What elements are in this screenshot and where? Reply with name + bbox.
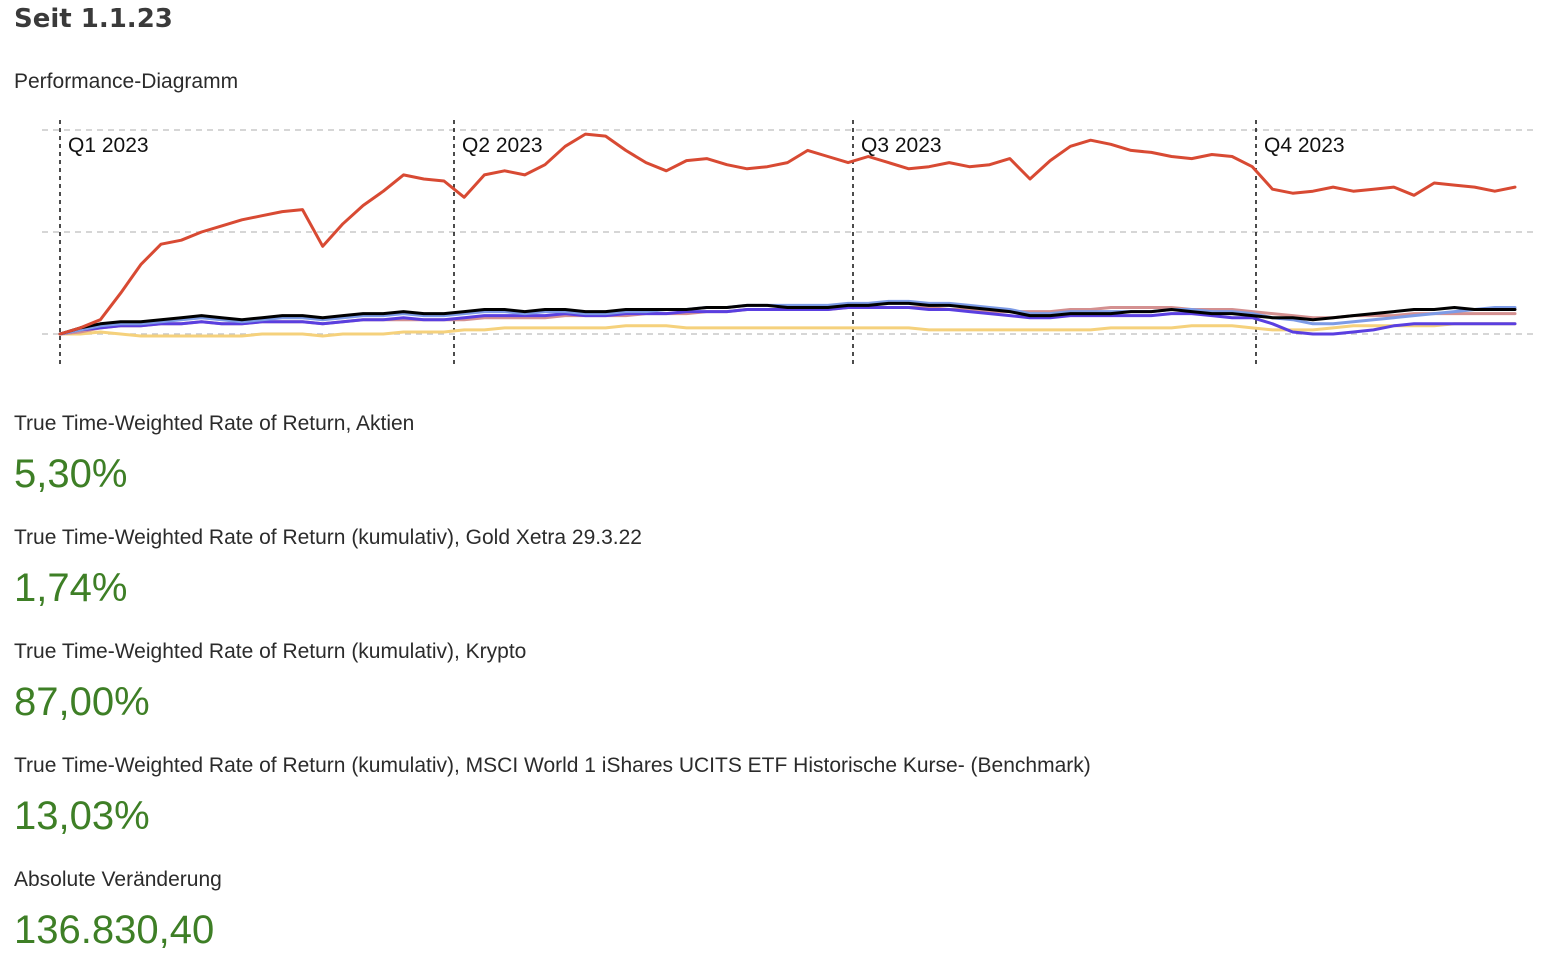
metric-absolute-change: Absolute Veränderung 136.830,40 [14,866,1554,980]
metrics-list: True Time-Weighted Rate of Return, Aktie… [14,410,1554,980]
metric-label: Absolute Veränderung [14,868,222,891]
quarter-label: Q2 2023 [462,134,543,157]
series-line [58,322,1517,338]
metric-label: True Time-Weighted Rate of Return (kumul… [14,640,527,663]
performance-chart: Q1 2023 Q2 2023 Q3 2023 Q4 2023 [42,120,1535,368]
metric-value: 1,74% [14,566,128,610]
metric-label: True Time-Weighted Rate of Return, Aktie… [14,412,415,435]
metric-value: 87,00% [14,680,150,724]
chart-title: Performance-Diagramm [14,70,239,93]
metric-gold: True Time-Weighted Rate of Return (kumul… [14,524,1554,638]
metric-krypto: True Time-Weighted Rate of Return (kumul… [14,638,1554,752]
series-line [58,301,1517,336]
series-line [58,132,1517,336]
metric-value: 136.830,40 [14,908,215,952]
metric-label: True Time-Weighted Rate of Return (kumul… [14,754,1091,777]
series-line [58,306,1517,336]
metric-aktien: True Time-Weighted Rate of Return, Aktie… [14,410,1554,524]
metric-value: 13,03% [14,794,150,838]
metric-label: True Time-Weighted Rate of Return (kumul… [14,526,642,549]
quarter-label: Q3 2023 [861,134,942,157]
quarter-label: Q1 2023 [68,134,149,157]
metric-benchmark: True Time-Weighted Rate of Return (kumul… [14,752,1554,866]
quarter-label: Q4 2023 [1264,134,1345,157]
page-title: Seit 1.1.23 [14,4,173,34]
metric-value: 5,30% [14,452,128,496]
